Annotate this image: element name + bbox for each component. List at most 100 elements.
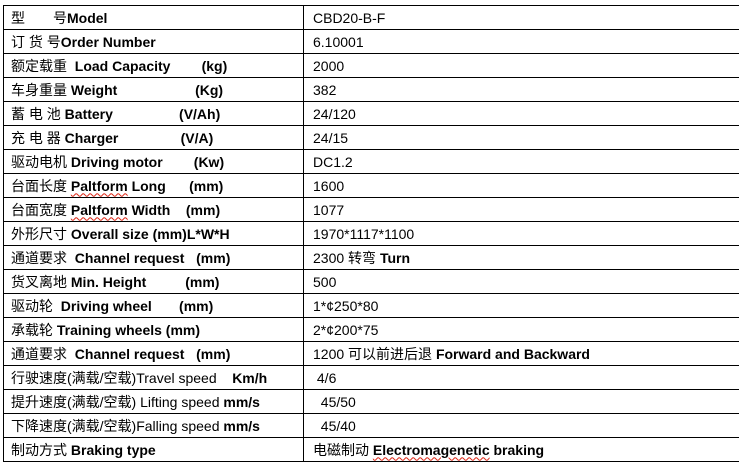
plain-text: 1970*1117*1100 [313, 225, 415, 242]
bold-text: Min. Height (mm) [70, 273, 220, 290]
spec-row-channel-request-2: 通道要求 Channel request (mm) 1200 可以前进后退 For… [3, 341, 739, 366]
plain-text: 台面宽度 [11, 201, 71, 218]
plain-text: 2300 转弯 [313, 249, 380, 266]
spec-row-battery: 蓄 电 池 Battery (V/Ah) 24/120 [3, 101, 739, 126]
spec-value-channel-request-2: 1200 可以前进后退 Forward and Backward [303, 341, 739, 366]
bold-text: Long (mm) [127, 177, 224, 194]
bold-text: Channel request (mm) [74, 345, 231, 362]
plain-text: 通道要求 [11, 345, 75, 362]
bold-text: Model [67, 9, 108, 26]
bold-text: Driving wheel (mm) [60, 297, 214, 314]
spec-value-model: CBD20-B-F [303, 5, 739, 30]
spec-label-channel-request-2: 通道要求 Channel request (mm) [3, 341, 304, 366]
bold-text: Charger (V/A) [64, 129, 214, 146]
spec-label-charger: 充 电 器 Charger (V/A) [3, 125, 304, 150]
spec-value-travel-speed: 4/6 [303, 365, 739, 390]
spec-row-lifting-speed: 提升速度(满载/空载) Lifting speed mm/s 45/50 [3, 389, 739, 414]
spec-value-load-capacity: 2000 [303, 53, 739, 78]
plain-text: 500 [313, 273, 337, 290]
spec-value-charger: 24/15 [303, 125, 739, 150]
spec-value-training-wheels: 2*¢200*75 [303, 317, 739, 342]
spec-row-driving-motor: 驱动电机 Driving motor (Kw) DC1.2 [3, 149, 739, 174]
spec-label-lifting-speed: 提升速度(满载/空载) Lifting speed mm/s [3, 389, 304, 414]
plain-text: 制动方式 [11, 441, 71, 458]
plain-text: 2000 [313, 57, 345, 74]
plain-text: 下降速度(满载/空载)Falling speed [11, 417, 224, 434]
spec-label-falling-speed: 下降速度(满载/空载)Falling speed mm/s [3, 413, 304, 438]
plain-text: 1600 [313, 177, 345, 194]
bold-text: Braking type [70, 441, 156, 458]
spec-value-falling-speed: 45/40 [303, 413, 739, 438]
plain-text: 24/120 [313, 105, 356, 122]
plain-text: 额定载重 [11, 57, 75, 74]
misspelled-text: Paltform [70, 177, 128, 194]
plain-text: 2*¢200*75 [313, 321, 379, 338]
bold-text: Load Capacity (kg) [74, 57, 228, 74]
bold-text: mm/s [223, 393, 260, 410]
spec-row-braking-type: 制动方式 Braking type 电磁制动 Electromagenetic b… [3, 437, 739, 462]
spec-row-weight: 车身重量 Weight (Kg) 382 [3, 77, 739, 102]
spec-table-body: 型 号Model CBD20-B-F 订 货 号Order Number 6.1000… [3, 5, 739, 462]
misspelled-text: Paltform [70, 201, 128, 218]
spec-label-model: 型 号Model [3, 5, 304, 30]
spec-row-driving-wheel: 驱动轮 Driving wheel (mm) 1*¢250*80 [3, 293, 739, 318]
spec-value-driving-motor: DC1.2 [303, 149, 739, 174]
bold-text: Training wheels (mm) [56, 321, 201, 338]
spec-value-order-number: 6.10001 [303, 29, 739, 54]
plain-text: 1*¢250*80 [313, 297, 379, 314]
spec-label-weight: 车身重量 Weight (Kg) [3, 77, 304, 102]
plain-text: DC1.2 [313, 153, 353, 170]
plain-text: 型 号 [11, 9, 67, 26]
plain-text: 充 电 器 [11, 129, 65, 146]
plain-text: 行驶速度(满载/空载)Travel speed [11, 369, 233, 386]
plain-text: 电磁制动 [313, 441, 373, 458]
plain-text: 台面长度 [11, 177, 71, 194]
spec-row-model: 型 号Model CBD20-B-F [3, 5, 739, 30]
plain-text: 45/50 [313, 393, 356, 410]
spec-label-travel-speed: 行驶速度(满载/空载)Travel speed Km/h [3, 365, 304, 390]
spec-table-container: 型 号Model CBD20-B-F 订 货 号Order Number 6.1000… [3, 5, 739, 462]
plain-text: 货叉离地 [11, 273, 71, 290]
spec-row-min-height: 货叉离地 Min. Height (mm) 500 [3, 269, 739, 294]
plain-text: 1077 [313, 201, 345, 218]
bold-text: Forward and Backward [435, 345, 590, 362]
spec-value-platform-width: 1077 [303, 197, 739, 222]
spec-value-min-height: 500 [303, 269, 739, 294]
bold-text: braking [489, 441, 545, 458]
spec-label-driving-motor: 驱动电机 Driving motor (Kw) [3, 149, 304, 174]
spec-label-load-capacity: 额定载重 Load Capacity (kg) [3, 53, 304, 78]
spec-value-braking-type: 电磁制动 Electromagenetic braking [303, 437, 739, 462]
spec-row-travel-speed: 行驶速度(满载/空载)Travel speed Km/h 4/6 [3, 365, 739, 390]
bold-text: Overall size (mm)L*W*H [70, 225, 230, 242]
spec-row-load-capacity: 额定载重 Load Capacity (kg) 2000 [3, 53, 739, 78]
bold-text: Turn [379, 249, 411, 266]
plain-text: 蓄 电 池 [11, 105, 65, 122]
plain-text: 382 [313, 81, 337, 98]
spec-row-overall-size: 外形尺寸 Overall size (mm)L*W*H 1970*1117*110… [3, 221, 739, 246]
spec-row-falling-speed: 下降速度(满载/空载)Falling speed mm/s 45/40 [3, 413, 739, 438]
plain-text: 驱动电机 [11, 153, 71, 170]
plain-text: 订 货 号 [11, 33, 61, 50]
bold-text: mm/s [223, 417, 260, 434]
spec-row-training-wheels: 承载轮 Training wheels (mm) 2*¢200*75 [3, 317, 739, 342]
spec-row-platform-long: 台面长度 Paltform Long (mm) 1600 [3, 173, 739, 198]
spec-label-order-number: 订 货 号Order Number [3, 29, 304, 54]
bold-text: Width (mm) [127, 201, 221, 218]
spec-label-driving-wheel: 驱动轮 Driving wheel (mm) [3, 293, 304, 318]
spec-label-overall-size: 外形尺寸 Overall size (mm)L*W*H [3, 221, 304, 246]
spec-value-driving-wheel: 1*¢250*80 [303, 293, 739, 318]
plain-text: 提升速度(满载/空载) Lifting speed [11, 393, 224, 410]
spec-label-training-wheels: 承载轮 Training wheels (mm) [3, 317, 304, 342]
plain-text: 6.10001 [313, 33, 364, 50]
plain-text: 45/40 [313, 417, 356, 434]
plain-text: 承载轮 [11, 321, 57, 338]
spec-label-min-height: 货叉离地 Min. Height (mm) [3, 269, 304, 294]
bold-text: Weight (Kg) [70, 81, 224, 98]
spec-value-channel-request-1: 2300 转弯 Turn [303, 245, 739, 270]
spec-value-battery: 24/120 [303, 101, 739, 126]
spec-label-battery: 蓄 电 池 Battery (V/Ah) [3, 101, 304, 126]
bold-text: Battery (V/Ah) [64, 105, 221, 122]
plain-text: 4/6 [313, 369, 337, 386]
spec-row-order-number: 订 货 号Order Number 6.10001 [3, 29, 739, 54]
